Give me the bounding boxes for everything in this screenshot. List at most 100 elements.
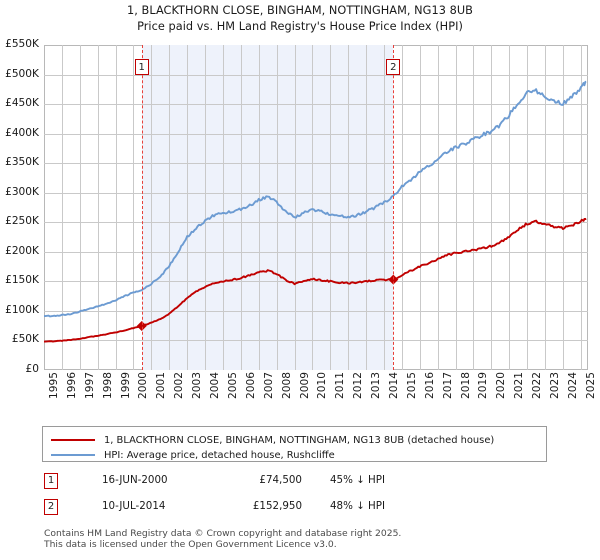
x-axis-tick-label: 2001	[155, 372, 168, 399]
y-axis-labels: £0 £50K £100K £150K £200K £250K £300K £350K £400…	[0, 38, 600, 375]
x-axis-tick-label: 2016	[423, 372, 436, 399]
x-axis-tick-label: 2015	[405, 372, 418, 399]
row-index-badge: 1	[44, 473, 58, 489]
event-badge-2[interactable]: 2	[386, 59, 401, 75]
x-axis-tick-label: 1995	[48, 372, 60, 399]
x-axis-tick-label: 2018	[459, 372, 472, 399]
x-axis-tick-label: 2010	[316, 372, 329, 399]
grid-line-vertical	[491, 45, 492, 370]
x-axis-tick-label: 1998	[101, 372, 114, 399]
x-axis-tick-label: 2019	[477, 372, 490, 399]
grid-line-vertical	[312, 45, 313, 370]
grid-line-horizontal	[44, 340, 588, 341]
y-axis-tick-label: £400K	[5, 126, 39, 139]
x-axis-tick-label: 2011	[334, 372, 347, 399]
grid-line-vertical	[133, 45, 134, 370]
table-row: 1 16-JUN-2000 £74,500 45% ↓ HPI	[42, 472, 462, 498]
x-axis-tick-label: 2013	[370, 372, 383, 399]
y-axis-tick-label: £300K	[5, 185, 39, 198]
x-axis-tick-label: 2012	[352, 372, 365, 399]
x-axis-tick-label: 2022	[531, 372, 544, 399]
footer-attribution: Contains HM Land Registry data © Crown c…	[44, 528, 584, 550]
row-hpi-delta: 45% ↓ HPI	[330, 474, 386, 486]
y-axis-tick-label: £350K	[5, 156, 39, 169]
grid-line-vertical	[402, 45, 403, 370]
grid-line-vertical	[277, 45, 278, 370]
x-axis-tick-label: 2025	[584, 372, 597, 399]
x-axis-tick-label: 1999	[119, 372, 132, 399]
footer-line-1: Contains HM Land Registry data © Crown c…	[44, 528, 402, 539]
grid-line-vertical	[98, 45, 99, 370]
y-axis-tick-label: £50K	[11, 333, 39, 346]
grid-line-vertical	[438, 45, 439, 370]
row-date: 10-JUL-2014	[102, 500, 166, 512]
y-axis-tick-label: £200K	[5, 244, 39, 257]
x-axis-tick-label: 2005	[226, 372, 239, 399]
legend-swatch-hpi	[51, 454, 95, 456]
event-line-2	[393, 45, 395, 370]
row-index-badge: 2	[44, 499, 58, 515]
legend-label-price-paid: 1, BLACKTHORN CLOSE, BINGHAM, NOTTINGHAM…	[104, 434, 495, 446]
table-row: 2 10-JUL-2014 £152,950 48% ↓ HPI	[42, 498, 462, 524]
x-axis-tick-label: 2006	[244, 372, 257, 399]
x-axis-tick-label: 2000	[137, 372, 150, 399]
y-axis-tick-label: £100K	[5, 303, 39, 316]
chart-legend: 1, BLACKTHORN CLOSE, BINGHAM, NOTTINGHAM…	[42, 426, 547, 462]
grid-line-vertical	[295, 45, 296, 370]
grid-line-horizontal	[44, 311, 588, 312]
legend-swatch-price-paid	[51, 439, 95, 441]
grid-line-horizontal	[44, 193, 588, 194]
y-axis-tick-label: £500K	[5, 67, 39, 80]
event-badge-1[interactable]: 1	[134, 59, 149, 75]
grid-line-vertical	[259, 45, 260, 370]
series-line-hpi	[44, 80, 587, 318]
grid-line-horizontal	[44, 222, 588, 223]
x-axis-tick-label: 2024	[566, 372, 579, 399]
grid-line-horizontal	[44, 163, 588, 164]
event-line-1	[141, 45, 143, 370]
row-price: £74,500	[259, 474, 302, 486]
grid-line-vertical	[581, 45, 582, 370]
grid-line-vertical	[420, 45, 421, 370]
grid-line-vertical	[473, 45, 474, 370]
grid-line-vertical	[366, 45, 367, 370]
page-title: 1, BLACKTHORN CLOSE, BINGHAM, NOTTINGHAM…	[0, 3, 600, 34]
x-axis-tick-label: 2002	[173, 372, 186, 399]
grid-line-vertical	[241, 45, 242, 370]
row-hpi-delta: 48% ↓ HPI	[330, 500, 386, 512]
x-axis-tick-label: 2003	[191, 372, 204, 399]
y-axis-tick-label: £0	[25, 363, 39, 375]
x-axis-tick-label: 1996	[65, 372, 78, 399]
grid-line-vertical	[169, 45, 170, 370]
x-axis-tick-label: 2008	[280, 372, 293, 399]
grid-line-vertical	[456, 45, 457, 370]
legend-label-hpi: HPI: Average price, detached house, Rush…	[104, 449, 335, 461]
grid-line-vertical	[509, 45, 510, 370]
highlight-band	[141, 45, 394, 370]
legend-item-price-paid: 1, BLACKTHORN CLOSE, BINGHAM, NOTTINGHAM…	[51, 432, 494, 448]
footer-line-2: This data is licensed under the Open Gov…	[44, 539, 337, 550]
x-axis-tick-label: 2021	[513, 372, 526, 399]
grid-line-vertical	[205, 45, 206, 370]
grid-line-horizontal	[44, 281, 588, 282]
grid-line-vertical	[62, 45, 63, 370]
grid-line-horizontal	[44, 252, 588, 253]
grid-line-vertical	[545, 45, 546, 370]
series-line-price-paid	[44, 217, 587, 343]
y-axis-tick-label: £150K	[5, 274, 39, 287]
y-axis-tick-label: £250K	[5, 215, 39, 228]
y-axis-tick-label: £550K	[5, 38, 39, 50]
title-line-1: 1, BLACKTHORN CLOSE, BINGHAM, NOTTINGHAM…	[127, 4, 473, 17]
grid-line-vertical	[563, 45, 564, 370]
y-axis-tick-label: £450K	[5, 97, 39, 110]
transactions-table: 1 16-JUN-2000 £74,500 45% ↓ HPI 2 10-JUL…	[42, 472, 462, 524]
x-axis-labels: 1995 1996 1997 1998 1999 2000 2001 2002 2003 2004…	[44, 372, 597, 432]
grid-line-vertical	[116, 45, 117, 370]
x-axis-tick-label: 2020	[495, 372, 508, 399]
grid-line-vertical	[527, 45, 528, 370]
x-axis-tick-label: 2009	[298, 372, 311, 399]
x-axis-tick-label: 2014	[388, 372, 400, 399]
title-line-2: Price paid vs. HM Land Registry's House …	[137, 19, 463, 33]
x-axis-tick-label: 2017	[441, 372, 454, 399]
grid-line-vertical	[384, 45, 385, 370]
